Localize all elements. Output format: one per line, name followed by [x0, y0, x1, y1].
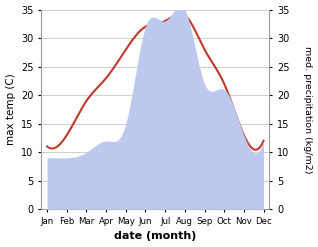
- Y-axis label: max temp (C): max temp (C): [5, 74, 16, 145]
- X-axis label: date (month): date (month): [114, 231, 197, 242]
- Y-axis label: med. precipitation (kg/m2): med. precipitation (kg/m2): [303, 46, 313, 173]
